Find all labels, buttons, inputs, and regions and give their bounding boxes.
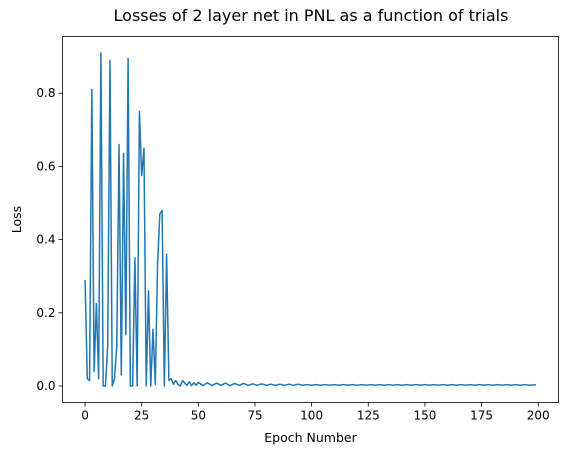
- loss-series-line: [84, 52, 536, 387]
- y-tick-label: 0.6: [36, 159, 55, 173]
- y-axis-label: Loss: [9, 206, 24, 233]
- y-tick-label: 0.4: [36, 233, 55, 247]
- x-tick-label: 0: [81, 409, 89, 423]
- x-tick-label: 200: [527, 409, 550, 423]
- axis-ticks: 0 25 50 75 100 125 150 175 200 0.0 0.2 0.4 0.6 0.8: [36, 86, 549, 422]
- x-tick-label: 175: [470, 409, 493, 423]
- x-axis-label: Epoch Number: [264, 430, 357, 445]
- y-tick-label: 0.0: [36, 379, 55, 393]
- x-tick-label: 125: [357, 409, 380, 423]
- axes-frame: [62, 36, 559, 403]
- y-tick-label: 0.8: [36, 86, 55, 100]
- x-tick-label: 50: [191, 409, 206, 423]
- y-tick-label: 0.2: [36, 306, 55, 320]
- x-tick-label: 100: [300, 409, 323, 423]
- x-tick-label: 150: [413, 409, 436, 423]
- x-tick-label: 75: [247, 409, 262, 423]
- x-tick-label: 25: [134, 409, 149, 423]
- plot-area: [84, 52, 536, 387]
- chart-title: Losses of 2 layer net in PNL as a functi…: [114, 6, 509, 25]
